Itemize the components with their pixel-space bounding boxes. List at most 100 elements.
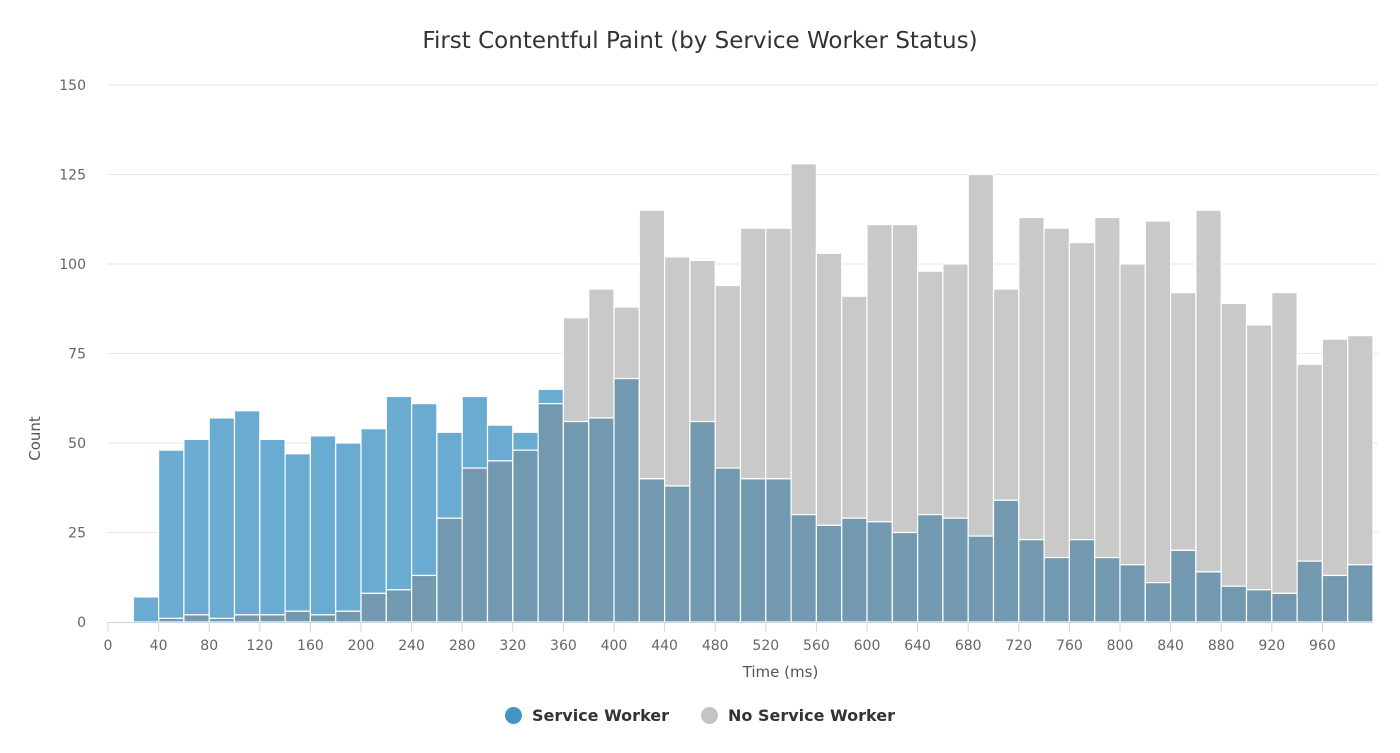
bar-overlap [183, 614, 210, 623]
bar-overlap [866, 521, 893, 623]
bar-overlap [411, 574, 438, 623]
bar-no-service-worker [689, 259, 716, 423]
bar-overlap [739, 478, 767, 623]
bar-overlap [158, 617, 185, 623]
bar-no-service-worker [739, 227, 767, 480]
x-tick-label: 680 [955, 638, 982, 654]
bar-overlap [967, 535, 995, 623]
bar-no-service-worker [588, 288, 615, 419]
x-tick-label: 800 [1107, 638, 1134, 654]
legend-marker-service-worker [505, 707, 523, 724]
bar-no-service-worker [841, 295, 868, 519]
bar-no-service-worker [1220, 302, 1248, 587]
bar-overlap [284, 610, 312, 623]
y-tick-label: 25 [68, 526, 86, 542]
bar-overlap [1245, 589, 1273, 623]
bar-no-service-worker [866, 224, 893, 523]
bar-overlap [335, 610, 362, 623]
x-tick-label: 400 [601, 638, 628, 654]
bar-service-worker [360, 428, 387, 594]
bar-overlap [992, 499, 1020, 623]
x-tick-label: 120 [246, 638, 273, 654]
bar-overlap [1321, 574, 1349, 623]
bar-overlap [1220, 585, 1248, 623]
legend: Service Worker No Service Worker [0, 706, 1400, 725]
bar-no-service-worker [1169, 292, 1197, 552]
x-tick-label: 840 [1157, 638, 1184, 654]
legend-item-no-service-worker[interactable]: No Service Worker [701, 706, 895, 725]
x-tick-label: 920 [1258, 638, 1285, 654]
bar-no-service-worker [1018, 216, 1045, 541]
bar-overlap [309, 614, 337, 623]
bar-overlap [815, 524, 843, 623]
x-tick-label: 240 [398, 638, 425, 654]
bar-service-worker [385, 395, 413, 591]
x-tick-label: 40 [150, 638, 168, 654]
legend-marker-no-service-worker [701, 707, 719, 724]
bar-service-worker [512, 431, 539, 451]
x-tick-label: 880 [1208, 638, 1235, 654]
x-tick-label: 280 [449, 638, 476, 654]
bar-no-service-worker [942, 263, 969, 519]
bar-no-service-worker [714, 284, 742, 469]
bar-overlap [1347, 564, 1374, 623]
x-tick-label: 560 [803, 638, 830, 654]
bar-no-service-worker [1068, 241, 1096, 541]
bar-overlap [714, 467, 742, 623]
bar-overlap [537, 403, 564, 623]
bar-overlap [841, 517, 868, 623]
bar-no-service-worker [1094, 216, 1121, 559]
x-tick-label: 320 [499, 638, 526, 654]
legend-label: Service Worker [532, 706, 670, 725]
bar-service-worker [436, 431, 463, 519]
legend-item-service-worker[interactable]: Service Worker [505, 706, 669, 725]
bar-service-worker [183, 438, 210, 616]
bar-overlap [891, 531, 919, 623]
bar-overlap [765, 478, 792, 623]
bar-service-worker [411, 403, 438, 577]
x-tick-label: 720 [1005, 638, 1032, 654]
legend-label: No Service Worker [728, 706, 895, 725]
bar-no-service-worker [967, 173, 995, 537]
bar-no-service-worker [1043, 227, 1070, 559]
bar-overlap [259, 614, 286, 623]
bar-overlap [512, 449, 539, 623]
bar-overlap [1296, 560, 1323, 623]
x-tick-label: 200 [348, 638, 375, 654]
bar-service-worker [233, 410, 261, 616]
bar-no-service-worker [1321, 338, 1349, 577]
y-tick-label: 0 [77, 615, 86, 631]
bar-no-service-worker [1296, 363, 1323, 562]
bar-service-worker [284, 453, 312, 612]
bar-no-service-worker [891, 224, 919, 534]
x-axis-label: Time (ms) [742, 663, 819, 681]
bar-no-service-worker [1119, 263, 1146, 566]
bar-no-service-worker [992, 288, 1020, 501]
bar-overlap [613, 377, 640, 623]
x-tick-label: 960 [1309, 638, 1336, 654]
bar-no-service-worker [1245, 324, 1273, 591]
bar-overlap [208, 617, 236, 623]
bar-overlap [663, 485, 691, 623]
bar-overlap [1169, 549, 1197, 623]
bar-overlap [1144, 582, 1172, 623]
y-tick-label: 100 [59, 257, 86, 273]
y-axis-label: Count [26, 416, 44, 461]
bar-service-worker [309, 435, 337, 616]
chart-title: First Contentful Paint (by Service Worke… [422, 28, 978, 54]
bar-service-worker [259, 438, 286, 616]
bar-service-worker [208, 417, 236, 620]
x-tick-label: 640 [904, 638, 931, 654]
x-tick-label: 160 [297, 638, 324, 654]
bar-service-worker [132, 596, 160, 623]
y-tick-label: 50 [68, 436, 86, 452]
bar-no-service-worker [815, 252, 843, 526]
bar-overlap [1018, 539, 1045, 623]
bar-overlap [461, 467, 489, 623]
bar-no-service-worker [916, 270, 944, 516]
x-tick-label: 600 [854, 638, 881, 654]
bar-overlap [1094, 556, 1121, 623]
bar-overlap [1195, 571, 1222, 623]
bar-overlap [942, 517, 969, 623]
bar-overlap [360, 592, 387, 623]
